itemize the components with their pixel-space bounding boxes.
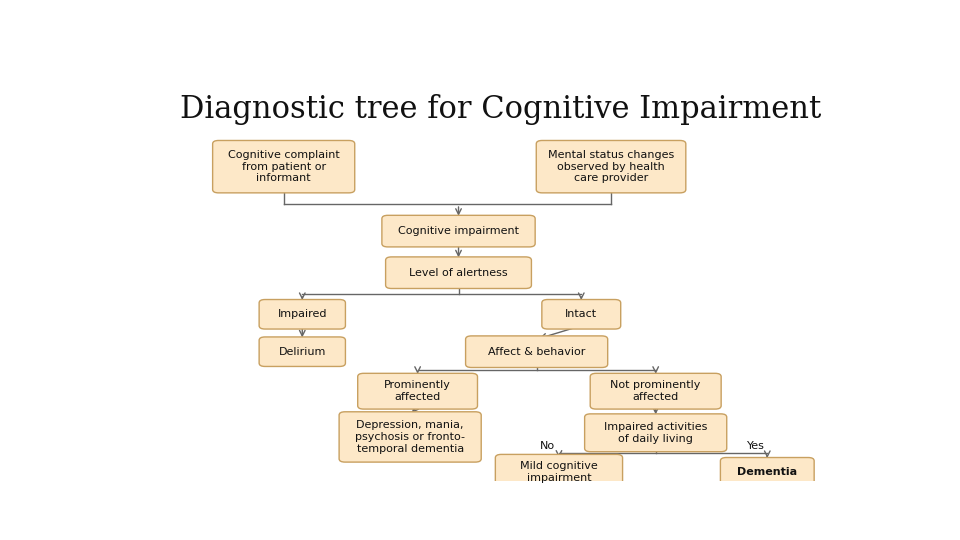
Text: No: No xyxy=(540,441,556,451)
Text: Affect & behavior: Affect & behavior xyxy=(488,347,586,357)
Text: Cognitive impairment: Cognitive impairment xyxy=(398,226,519,236)
Text: Prominently
affected: Prominently affected xyxy=(384,380,451,402)
Text: Impaired activities
of daily living: Impaired activities of daily living xyxy=(604,422,708,443)
FancyBboxPatch shape xyxy=(382,215,535,247)
Text: Mental status changes
observed by health
care provider: Mental status changes observed by health… xyxy=(548,150,674,183)
FancyBboxPatch shape xyxy=(720,457,814,487)
Text: Intact: Intact xyxy=(565,309,597,319)
Text: Level of alertness: Level of alertness xyxy=(409,268,508,278)
FancyBboxPatch shape xyxy=(259,337,346,367)
FancyBboxPatch shape xyxy=(541,300,621,329)
FancyBboxPatch shape xyxy=(386,257,532,288)
FancyBboxPatch shape xyxy=(358,373,477,409)
FancyBboxPatch shape xyxy=(585,414,727,451)
FancyBboxPatch shape xyxy=(339,412,481,462)
FancyBboxPatch shape xyxy=(466,336,608,368)
Text: Yes: Yes xyxy=(747,441,765,451)
Text: Cognitive complaint
from patient or
informant: Cognitive complaint from patient or info… xyxy=(228,150,340,183)
Text: Impaired: Impaired xyxy=(277,309,327,319)
FancyBboxPatch shape xyxy=(590,373,721,409)
FancyBboxPatch shape xyxy=(537,140,685,193)
Text: Not prominently
affected: Not prominently affected xyxy=(611,380,701,402)
Text: Dementia: Dementia xyxy=(737,467,798,477)
FancyBboxPatch shape xyxy=(212,140,355,193)
Text: Delirium: Delirium xyxy=(278,347,326,357)
Text: Diagnostic tree for Cognitive Impairment: Diagnostic tree for Cognitive Impairment xyxy=(180,94,821,125)
Text: Depression, mania,
psychosis or fronto-
temporal dementia: Depression, mania, psychosis or fronto- … xyxy=(355,420,466,454)
FancyBboxPatch shape xyxy=(259,300,346,329)
FancyBboxPatch shape xyxy=(495,454,623,490)
Text: Mild cognitive
impairment: Mild cognitive impairment xyxy=(520,462,598,483)
